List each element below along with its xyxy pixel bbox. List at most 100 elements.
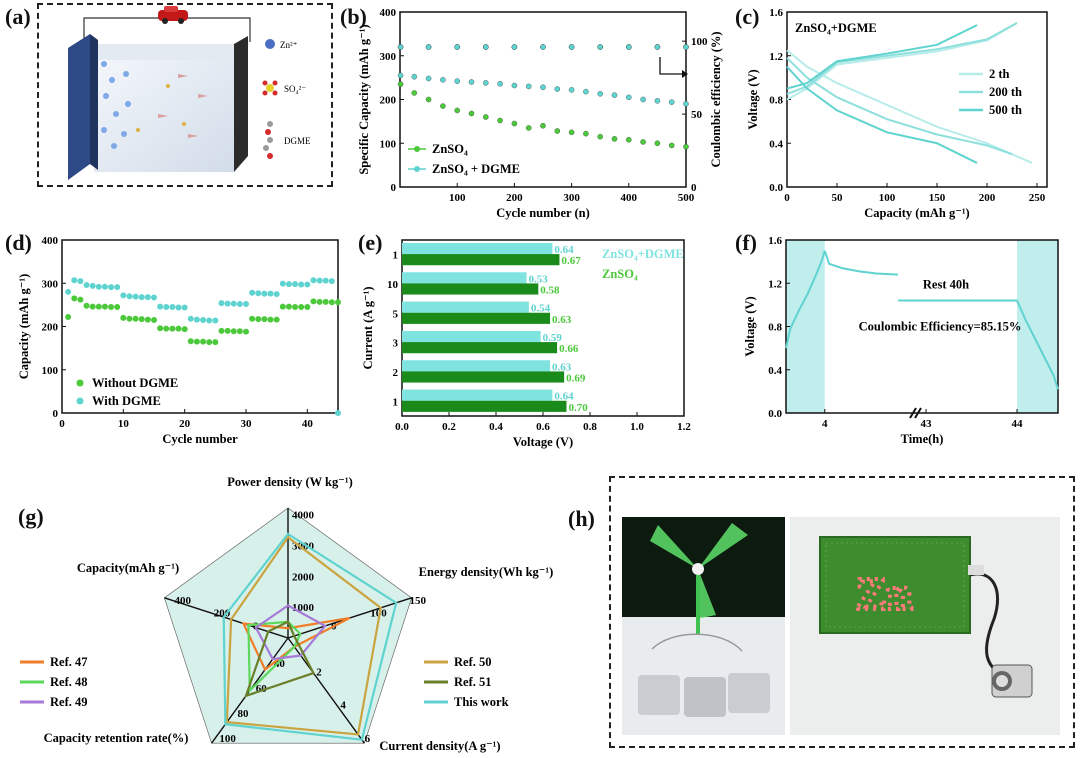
data-point	[95, 283, 102, 290]
data-point	[89, 282, 96, 289]
shaded-region-discharge	[1017, 240, 1058, 413]
data-point	[568, 129, 575, 136]
chart-d: 0 100 200 300 400 0 10 20 30 40 Cycle number Capaci…	[17, 235, 341, 446]
legend-label: Without DGME	[92, 376, 178, 390]
y-tick-label: 0	[53, 408, 59, 420]
legend-so4: SO₄²⁻	[284, 84, 306, 94]
data-point	[654, 44, 661, 50]
data-point	[200, 317, 207, 324]
y2-tick-label: 0	[691, 182, 697, 194]
panel-h-label: (h)	[568, 506, 595, 531]
data-point	[454, 78, 460, 84]
data-point	[316, 298, 323, 305]
panel-a-frame	[37, 3, 333, 187]
arrow-head	[682, 70, 688, 78]
radar-tick-label: 200	[214, 608, 231, 620]
data-point	[157, 325, 164, 332]
x-axis-label: Voltage (V)	[513, 435, 573, 449]
data-point	[668, 142, 675, 149]
radar-tick-label: 80	[238, 708, 250, 720]
x-tick-label: 150	[929, 192, 946, 204]
data-point	[683, 44, 689, 50]
bar-dgme	[402, 360, 551, 372]
panel-e-label: (e)	[358, 230, 383, 255]
data-point	[483, 114, 489, 120]
data-point	[114, 304, 121, 311]
data-point	[454, 107, 460, 114]
data-point	[611, 92, 618, 98]
data-point	[597, 133, 603, 140]
fan-icon	[650, 523, 748, 619]
legend-label: Ref. 47	[50, 655, 88, 669]
radar-axis-label: Power density (W kg⁻¹)	[227, 475, 353, 489]
data-point	[169, 325, 176, 332]
y-tick-label: 100	[42, 365, 59, 377]
data-point	[249, 315, 256, 322]
data-point	[230, 300, 237, 307]
data-point	[132, 315, 139, 322]
y-axis-label: Voltage (V)	[746, 69, 760, 129]
radar-tick-label: 4	[340, 700, 346, 712]
bar-label-znso4: 0.58	[540, 285, 560, 297]
data-point	[540, 84, 546, 91]
bar-label-znso4: 0.69	[566, 373, 586, 385]
radar-series	[254, 604, 327, 661]
data-point	[175, 304, 182, 311]
data-point	[298, 281, 305, 288]
data-point	[218, 327, 225, 334]
bar-label-znso4: 0.67	[561, 255, 581, 267]
chart-f: 0.0 0.4 0.8 1.2 1.6 4 43 44 Time(h) Voltage (V) Re…	[743, 235, 1059, 446]
bar-label-znso4: 0.66	[559, 343, 579, 355]
x-axis-label: Time(h)	[901, 432, 944, 446]
y-tick-label: 0.4	[769, 138, 783, 150]
bar-znso4	[402, 312, 551, 324]
x-tick-label: 40	[302, 418, 314, 430]
data-point	[511, 120, 518, 127]
radar-tick-label: 150	[409, 595, 426, 607]
legend-marker	[76, 397, 84, 405]
battery-pack-icon	[991, 664, 1033, 698]
panel-b-label: (b)	[340, 4, 367, 29]
data-point	[95, 303, 102, 310]
data-point	[483, 80, 489, 86]
radar-axis-label: Current density(A g⁻¹)	[379, 739, 500, 753]
data-point	[193, 316, 200, 323]
data-point	[255, 290, 262, 297]
data-point	[138, 294, 145, 301]
legend-label: 2 th	[989, 67, 1010, 81]
data-point	[120, 314, 127, 321]
chart-title: ZnSO₄+DGME	[795, 21, 877, 35]
data-point	[440, 103, 446, 109]
data-point	[114, 284, 121, 291]
data-point	[163, 325, 170, 332]
y-tick-label: 0.0	[769, 182, 783, 194]
radar-tick-label: 40	[274, 658, 286, 670]
data-point	[132, 293, 139, 300]
x-tick-label: 1.2	[677, 421, 691, 433]
data-point	[236, 328, 243, 335]
panel-f-label: (f)	[735, 230, 757, 255]
data-point	[483, 44, 489, 50]
data-point	[525, 83, 532, 90]
series-line	[786, 57, 1013, 156]
data-point	[511, 44, 518, 50]
bar-znso4	[402, 283, 539, 295]
bar-label-dgme: 0.59	[543, 332, 563, 344]
radar-tick-label: 2000	[292, 571, 315, 583]
series-line	[1016, 300, 1059, 390]
data-point	[626, 136, 632, 143]
data-point	[224, 327, 231, 334]
y-tick-label: 0.8	[768, 322, 782, 334]
x-tick-label: 400	[621, 192, 638, 204]
y-axis-label: Current (A g⁻¹)	[361, 286, 375, 369]
panel-h-photos: Zn	[622, 517, 1060, 735]
data-point	[554, 86, 561, 92]
data-point	[525, 125, 532, 131]
sulfate-icon	[262, 80, 278, 96]
x-tick-label: 43	[921, 418, 933, 430]
bar-znso4	[402, 342, 558, 354]
y-tick-label: 300	[380, 51, 397, 63]
series-line	[785, 250, 826, 349]
y-tick-label: 400	[380, 7, 397, 19]
data-point	[497, 117, 503, 124]
